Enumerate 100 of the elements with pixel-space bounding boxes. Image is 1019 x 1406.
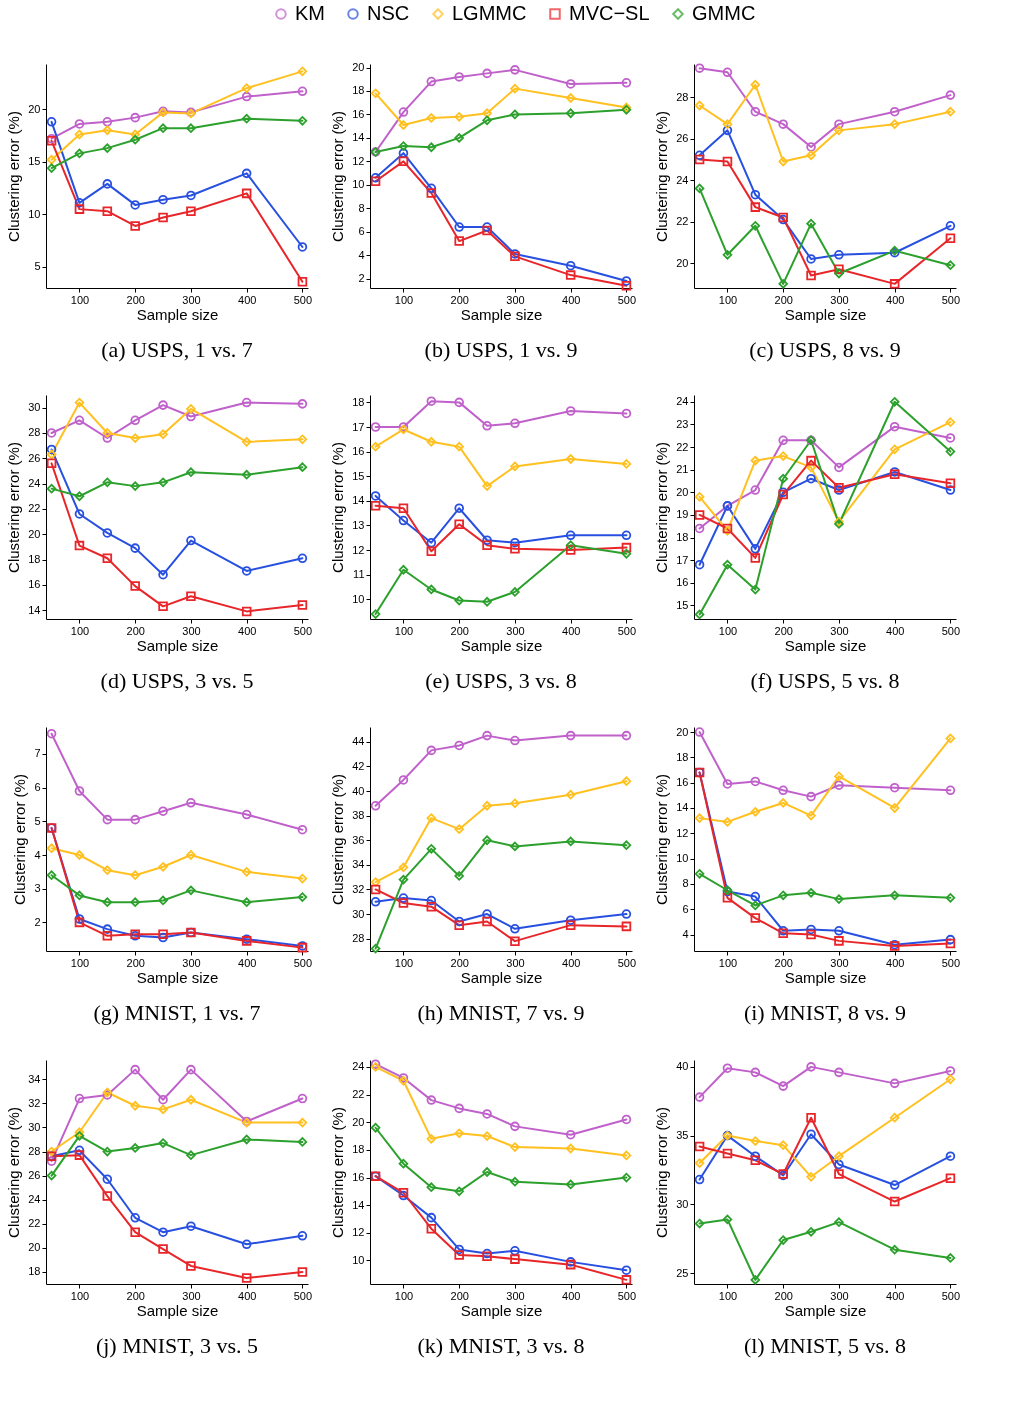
y-tick-label: 20 — [352, 61, 365, 74]
y-tick-label: 20 — [676, 256, 689, 269]
x-tick-label: 500 — [617, 624, 637, 637]
y-tick-label: 22 — [28, 502, 41, 515]
y-axis-title: Clustering error (%) — [329, 442, 347, 573]
x-tick-label: 200 — [450, 293, 469, 306]
legend-label: GMMC — [692, 2, 756, 24]
y-axis-title: Clustering error (%) — [653, 774, 671, 905]
text: (g) MNIST, 1 vs. 7 — [93, 1000, 261, 1025]
y-tick-label: 22 — [676, 440, 689, 453]
x-tick-label: 500 — [617, 293, 637, 306]
y-tick-label: 24 — [28, 477, 41, 490]
y-tick-label: 34 — [28, 1072, 41, 1085]
x-tick-label: 300 — [182, 1289, 201, 1302]
x-tick-label: 100 — [70, 1289, 90, 1302]
y-tick-label: 10 — [352, 178, 365, 191]
x-tick-label: 200 — [450, 956, 469, 969]
x-tick-label: 400 — [886, 1289, 905, 1302]
text: (b) USPS, 1 vs. 9 — [424, 337, 578, 362]
x-tick-label: 100 — [718, 293, 738, 306]
legend-label: KM — [295, 2, 325, 24]
y-tick-label: 22 — [676, 215, 689, 228]
y-tick-label: 8 — [682, 877, 689, 890]
x-tick-label: 500 — [941, 1289, 961, 1302]
x-tick-label: 200 — [450, 624, 469, 637]
y-tick-label: 14 — [676, 801, 689, 814]
text: (i) MNIST, 8 vs. 9 — [743, 1000, 907, 1025]
y-axis-title: Clustering error (%) — [5, 111, 23, 242]
x-axis-title: Sample size — [136, 305, 219, 323]
y-tick-label: 18 — [28, 1265, 41, 1278]
x-axis-title: Sample size — [784, 968, 867, 986]
y-tick-label: 10 — [352, 1253, 365, 1266]
y-tick-label: 36 — [352, 833, 365, 846]
x-axis-title: Sample size — [136, 636, 219, 654]
x-tick-label: 500 — [617, 1289, 637, 1302]
y-tick-label: 18 — [352, 395, 365, 408]
y-tick-label: 16 — [28, 578, 41, 591]
x-tick-label: 200 — [774, 956, 793, 969]
x-axis-title: Sample size — [460, 968, 543, 986]
x-tick-label: 200 — [126, 1289, 145, 1302]
y-tick-label: 18 — [352, 84, 365, 97]
text: (l) MNIST, 5 vs. 8 — [743, 1333, 907, 1358]
y-axis-title: Clustering error (%) — [653, 1107, 671, 1238]
x-tick-label: 400 — [562, 1289, 581, 1302]
x-tick-label: 100 — [718, 624, 738, 637]
y-tick-label: 6 — [358, 225, 365, 238]
text: (j) MNIST, 3 vs. 5 — [95, 1333, 259, 1358]
x-tick-label: 200 — [126, 956, 145, 969]
y-tick-label: 20 — [676, 485, 689, 498]
y-tick-label: 32 — [28, 1096, 41, 1109]
y-tick-label: 19 — [676, 508, 689, 521]
x-tick-label: 500 — [293, 293, 313, 306]
x-tick-label: 400 — [238, 956, 257, 969]
y-tick-label: 26 — [28, 451, 41, 464]
legend-label: NSC — [367, 2, 410, 24]
y-tick-label: 15 — [28, 155, 41, 168]
y-tick-label: 4 — [358, 248, 365, 261]
x-axis-title: Sample size — [460, 1301, 543, 1319]
x-tick-label: 500 — [293, 624, 313, 637]
x-tick-label: 300 — [830, 1289, 849, 1302]
x-tick-label: 300 — [182, 293, 201, 306]
y-tick-label: 20 — [28, 102, 41, 115]
y-tick-label: 2 — [358, 272, 365, 285]
x-tick-label: 300 — [506, 624, 525, 637]
y-tick-label: 34 — [352, 858, 365, 871]
legend-label: LGMMC — [452, 2, 527, 24]
y-tick-label: 18 — [676, 750, 689, 763]
y-tick-label: 26 — [676, 132, 689, 145]
y-tick-label: 14 — [352, 131, 365, 144]
text: (c) USPS, 8 vs. 9 — [749, 337, 901, 362]
x-tick-label: 200 — [126, 293, 145, 306]
y-tick-label: 18 — [676, 531, 689, 544]
y-axis-title: Clustering error (%) — [5, 1107, 23, 1238]
y-tick-label: 10 — [676, 852, 689, 865]
y-tick-label: 15 — [676, 598, 689, 611]
x-axis-title: Sample size — [784, 1301, 867, 1319]
y-tick-label: 4 — [682, 928, 689, 941]
y-tick-label: 11 — [353, 568, 365, 581]
y-tick-label: 30 — [676, 1197, 689, 1210]
y-tick-label: 15 — [352, 469, 365, 482]
x-tick-label: 100 — [394, 1289, 414, 1302]
x-tick-label: 500 — [941, 293, 961, 306]
y-tick-label: 3 — [34, 882, 41, 895]
y-tick-label: 14 — [352, 1198, 365, 1211]
x-tick-label: 500 — [941, 956, 961, 969]
text: (f) USPS, 5 vs. 8 — [750, 668, 900, 693]
x-tick-label: 400 — [562, 956, 581, 969]
x-tick-label: 200 — [774, 624, 793, 637]
y-tick-label: 28 — [676, 90, 689, 103]
x-axis-title: Sample size — [460, 305, 543, 323]
y-tick-label: 30 — [28, 1120, 41, 1133]
y-tick-label: 21 — [676, 463, 689, 476]
y-tick-label: 16 — [352, 1171, 365, 1184]
y-tick-label: 22 — [352, 1088, 365, 1101]
y-tick-label: 10 — [28, 207, 41, 220]
x-tick-label: 100 — [70, 293, 90, 306]
y-tick-label: 24 — [676, 173, 689, 186]
x-tick-label: 500 — [293, 956, 313, 969]
x-tick-label: 300 — [182, 624, 201, 637]
y-tick-label: 6 — [34, 781, 41, 794]
